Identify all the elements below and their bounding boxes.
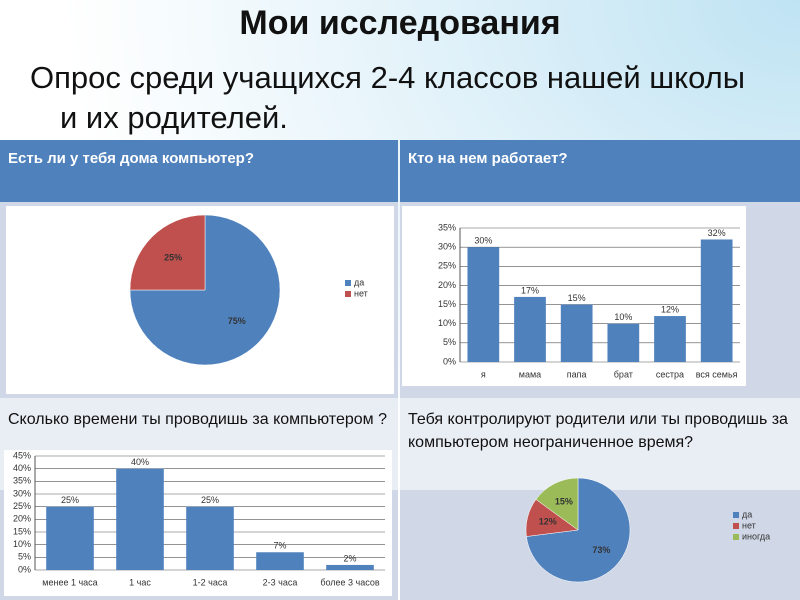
subtitle: Опрос среди учащихся 2-4 классов нашей ш… [30,60,746,135]
y-tick-label: 10% [13,539,31,549]
x-tick-label: брат [614,369,633,379]
data-label: 10% [614,312,632,322]
data-label: 12% [661,304,679,314]
y-tick-label: 10% [438,318,456,328]
data-label: 15% [555,497,573,507]
x-tick-label: я [481,369,486,379]
data-label: 15% [568,293,586,303]
x-tick-label: 1-2 часа [193,577,228,587]
y-tick-label: 40% [13,463,31,473]
y-tick-label: 30% [13,488,31,498]
y-tick-label: 20% [438,280,456,290]
bar [654,316,686,362]
y-tick-label: 5% [18,552,31,562]
y-tick-label: 20% [13,514,31,524]
x-tick-label: 2-3 часа [263,577,298,587]
bar [467,247,500,362]
pie-slice [129,214,281,366]
data-label: 73% [592,545,610,555]
x-tick-label: папа [567,369,587,379]
data-label: 25% [201,495,219,505]
legend-swatch [345,291,351,297]
y-tick-label: 35% [438,222,456,232]
bar [326,564,374,570]
y-tick-label: 35% [13,476,31,486]
bar [607,323,640,362]
pie-slice [535,477,579,531]
pie-slice [129,214,206,291]
x-tick-label: вся семья [696,369,738,379]
data-label: 30% [474,236,492,246]
y-tick-label: 15% [13,526,31,536]
slide-title: Мои исследования [239,4,561,42]
bar [514,296,546,362]
data-label: 40% [131,457,149,467]
data-label: 32% [708,228,726,238]
y-tick-label: 0% [443,356,456,366]
x-tick-label: сестра [656,369,684,379]
y-tick-label: 0% [18,564,31,574]
x-tick-label: 1 час [129,577,151,587]
legend-swatch [733,523,739,529]
data-label: 7% [273,541,286,551]
question-cell: Тебя контролируют родители или ты провод… [400,398,800,490]
y-tick-label: 30% [438,242,456,252]
data-label: 25% [164,253,182,263]
legend-label: нет [742,520,756,530]
legend-swatch [733,534,739,540]
legend-swatch [733,512,739,518]
bar [560,304,593,362]
y-tick-label: 45% [13,450,31,460]
x-tick-label: более 3 часов [320,577,380,587]
legend-swatch [345,280,351,286]
x-tick-label: мама [519,369,541,379]
x-tick-label: менее 1 часа [42,577,97,587]
data-label: 12% [539,517,557,527]
data-label: 25% [61,495,79,505]
legend-label: да [354,277,364,287]
y-tick-label: 15% [438,299,456,309]
legend-label: иногда [742,531,770,541]
bar [186,506,234,570]
bar [116,468,164,570]
data-label: 75% [228,316,246,326]
y-tick-label: 25% [13,501,31,511]
legend-label: да [742,509,752,519]
data-label: 17% [521,285,539,295]
header-cell: Кто на нем работает? [400,140,800,202]
header-cell: Есть ли у тебя дома компьютер? [0,140,398,202]
data-label: 2% [343,553,356,563]
y-tick-label: 25% [438,261,456,271]
bar [256,552,304,570]
bar [46,506,94,570]
y-tick-label: 5% [443,337,456,347]
legend-label: нет [354,288,368,298]
bar [700,239,733,362]
